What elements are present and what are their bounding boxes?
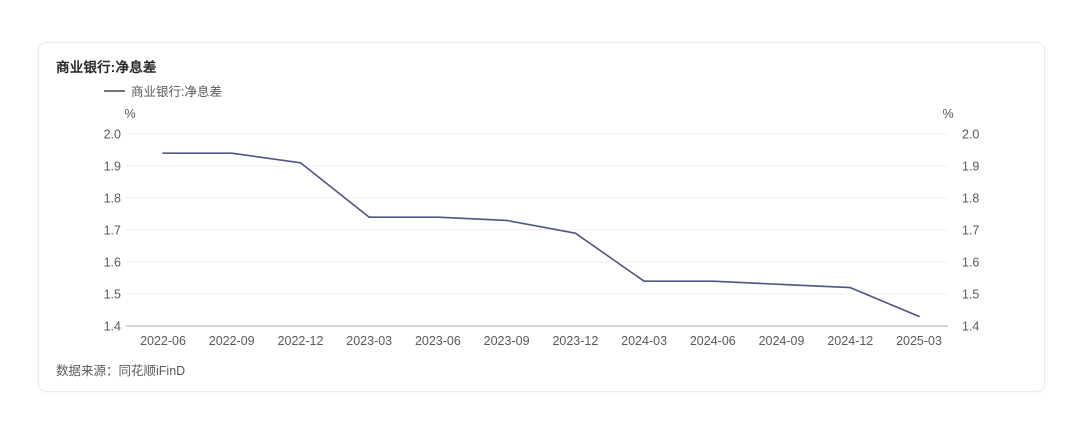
y-tick-label-right: 1.8 — [962, 192, 979, 206]
x-tick-label: 2024-12 — [827, 334, 873, 348]
x-tick-label: 2022-06 — [140, 334, 186, 348]
y-tick-label-left: 2.0 — [104, 128, 121, 142]
y-tick-label-right: 1.9 — [962, 160, 979, 174]
y-tick-label-left: 1.7 — [104, 224, 121, 238]
chart-card: 商业银行:净息差 商业银行:净息差 1.4 1.4 1.5 1.5 1.6 1.6 1.7 1… — [38, 42, 1045, 392]
series-line — [162, 152, 920, 318]
y-tick-label-right: 1.5 — [962, 288, 979, 302]
legend-item[interactable]: 商业银行:净息差 — [104, 81, 222, 100]
y-tick-label-left: 1.6 — [104, 256, 121, 270]
y-axis-unit-right: % — [942, 107, 953, 121]
y-tick-label-left: 1.5 — [104, 288, 121, 302]
x-tick-label: 2023-06 — [415, 334, 461, 348]
legend-line-icon — [104, 89, 125, 92]
y-axis-unit-left: % — [124, 107, 135, 121]
x-tick-label: 2025-03 — [896, 334, 942, 348]
y-tick-label-right: 1.7 — [962, 224, 979, 238]
y-tick-label-right: 1.4 — [962, 320, 979, 334]
x-tick-label: 2024-06 — [690, 334, 736, 348]
y-tick-label-left: 1.9 — [104, 160, 121, 174]
y-tick-label-left: 1.4 — [104, 320, 121, 334]
y-tick-label-right: 2.0 — [962, 128, 979, 142]
legend-label: 商业银行:净息差 — [131, 85, 222, 99]
y-tick-label-left: 1.8 — [104, 192, 121, 206]
x-tick-label: 2023-12 — [552, 334, 598, 348]
x-tick-label: 2022-09 — [209, 334, 255, 348]
x-tick-label: 2024-03 — [621, 334, 667, 348]
x-tick-label: 2023-09 — [484, 334, 530, 348]
chart-title: 商业银行:净息差 — [56, 60, 157, 75]
x-tick-label: 2022-12 — [278, 334, 324, 348]
data-source: 数据来源：同花顺iFinD — [56, 364, 186, 378]
x-tick-label: 2023-03 — [346, 334, 392, 348]
y-tick-label-right: 1.6 — [962, 256, 979, 270]
x-tick-label: 2024-09 — [759, 334, 805, 348]
line-chart-canvas[interactable]: 1.4 1.4 1.5 1.5 1.6 1.6 1.7 1.7 1.8 1.8 1.9 1.9 2.0 2… — [39, 98, 1046, 360]
